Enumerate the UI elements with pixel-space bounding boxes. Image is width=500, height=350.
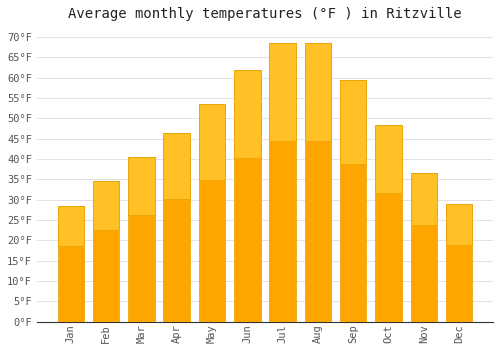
Bar bbox=[198, 104, 225, 180]
Bar bbox=[340, 80, 366, 322]
Bar bbox=[58, 206, 84, 246]
Bar bbox=[270, 43, 296, 141]
Bar bbox=[446, 204, 472, 322]
Bar bbox=[410, 173, 437, 225]
Bar bbox=[234, 70, 260, 322]
Bar bbox=[128, 157, 154, 215]
Bar bbox=[128, 157, 154, 322]
Bar bbox=[198, 104, 225, 322]
Bar bbox=[446, 204, 472, 245]
Title: Average monthly temperatures (°F ) in Ritzville: Average monthly temperatures (°F ) in Ri… bbox=[68, 7, 462, 21]
Bar bbox=[304, 43, 331, 141]
Bar bbox=[164, 133, 190, 199]
Bar bbox=[375, 125, 402, 194]
Bar bbox=[304, 43, 331, 322]
Bar bbox=[340, 80, 366, 164]
Bar bbox=[234, 70, 260, 158]
Bar bbox=[375, 125, 402, 322]
Bar bbox=[164, 133, 190, 322]
Bar bbox=[410, 173, 437, 322]
Bar bbox=[93, 181, 120, 230]
Bar bbox=[58, 206, 84, 322]
Bar bbox=[270, 43, 296, 322]
Bar bbox=[93, 181, 120, 322]
